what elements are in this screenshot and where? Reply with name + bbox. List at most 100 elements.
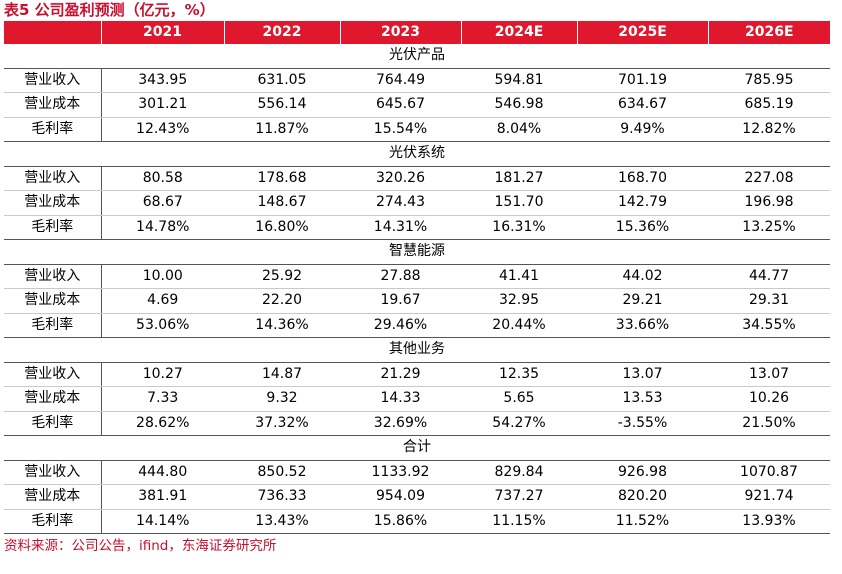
table-cell: 13.07 [708, 362, 830, 387]
table-cell: 343.95 [101, 68, 224, 93]
table-cell: 14.31% [340, 215, 461, 240]
table-cell: 168.70 [577, 166, 708, 191]
header-year: 2021 [100, 21, 224, 44]
table-cell: 14.36% [224, 313, 340, 338]
table-cell: 27.88 [340, 264, 461, 289]
table-cell: 37.32% [224, 411, 340, 436]
table-row: 毛利率 53.06% 14.36% 29.46% 20.44% 33.66% 34.55% [4, 313, 830, 338]
table-cell: 13.43% [224, 509, 340, 534]
section-header-row: 其他业务 [4, 337, 830, 363]
table-cell: 10.26 [708, 386, 830, 412]
table-cell: 9.49% [577, 117, 708, 142]
table-cell: 13.07 [577, 362, 708, 387]
table-cell: 16.80% [224, 215, 340, 240]
table-cell: 546.98 [461, 92, 577, 118]
table-cell: 32.69% [340, 411, 461, 436]
table-cell: 685.19 [708, 92, 830, 118]
table-cell: 645.67 [340, 92, 461, 118]
header-year: 2023 [339, 21, 461, 44]
table-cell: 13.93% [708, 509, 830, 534]
section-title: 光伏产品 [4, 44, 830, 69]
table-cell: 32.95 [461, 288, 577, 314]
table-cell: 926.98 [577, 460, 708, 485]
table-row: 营业成本 381.91 736.33 954.09 737.27 820.20 921.74 [4, 484, 830, 510]
table-row: 营业成本 7.33 9.32 14.33 5.65 13.53 10.26 [4, 386, 830, 412]
table-cell: 5.65 [461, 386, 577, 412]
row-label: 营业成本 [4, 288, 102, 314]
table-cell: 227.08 [708, 166, 830, 191]
table-cell: 11.87% [224, 117, 340, 142]
table-cell: 29.46% [340, 313, 461, 338]
section-header-row: 光伏产品 [4, 44, 830, 69]
table-cell: 556.14 [224, 92, 340, 118]
table-cell: 148.67 [224, 190, 340, 216]
table-cell: 8.04% [461, 117, 577, 142]
table-cell: 9.32 [224, 386, 340, 412]
row-label: 营业成本 [4, 386, 102, 412]
table-cell: 15.36% [577, 215, 708, 240]
section-title: 光伏系统 [4, 141, 830, 167]
table-cell: 14.78% [101, 215, 224, 240]
table-row: 毛利率 12.43% 11.87% 15.54% 8.04% 9.49% 12.82% [4, 117, 830, 142]
table-cell: 21.29 [340, 362, 461, 387]
row-label: 营业收入 [4, 460, 102, 485]
table-cell: 33.66% [577, 313, 708, 338]
table-cell: 829.84 [461, 460, 577, 485]
table-cell: 7.33 [101, 386, 224, 412]
section-title: 合计 [4, 435, 830, 461]
table-cell: 381.91 [101, 484, 224, 510]
table-cell: 12.35 [461, 362, 577, 387]
table-cell: 11.15% [461, 509, 577, 534]
header-year: 2024E [460, 21, 577, 44]
table-cell: 29.31 [708, 288, 830, 314]
table-cell: 21.50% [708, 411, 830, 436]
table-cell: 4.69 [101, 288, 224, 314]
table-cell: 15.54% [340, 117, 461, 142]
table-cell: 820.20 [577, 484, 708, 510]
row-label: 营业成本 [4, 484, 102, 510]
table-cell: 151.70 [461, 190, 577, 216]
row-label: 毛利率 [4, 215, 102, 240]
table-cell: 22.20 [224, 288, 340, 314]
table-cell: 53.06% [101, 313, 224, 338]
row-label: 营业成本 [4, 92, 102, 118]
row-label: 营业收入 [4, 264, 102, 289]
table-cell: 701.19 [577, 68, 708, 93]
table-cell: 142.79 [577, 190, 708, 216]
section-header-row: 合计 [4, 435, 830, 461]
table-cell: 11.52% [577, 509, 708, 534]
table-cell: 1070.87 [708, 460, 830, 485]
table-cell: 14.87 [224, 362, 340, 387]
row-label: 营业成本 [4, 190, 102, 216]
table-cell: 44.02 [577, 264, 708, 289]
table-cell: 44.77 [708, 264, 830, 289]
table-cell: 13.53 [577, 386, 708, 412]
table-row: 营业收入 80.58 178.68 320.26 181.27 168.70 227.08 [4, 166, 830, 191]
table-cell: 178.68 [224, 166, 340, 191]
row-label: 毛利率 [4, 313, 102, 338]
table-cell: 196.98 [708, 190, 830, 216]
header-corner [4, 21, 101, 44]
table-cell: -3.55% [577, 411, 708, 436]
row-label: 营业收入 [4, 362, 102, 387]
table-cell: 16.31% [461, 215, 577, 240]
header-year: 2026E [707, 21, 830, 44]
table-cell: 13.25% [708, 215, 830, 240]
table-cell: 274.43 [340, 190, 461, 216]
table-cell: 68.67 [101, 190, 224, 216]
table-cell: 634.67 [577, 92, 708, 118]
table-cell: 444.80 [101, 460, 224, 485]
profit-forecast-table: 2021 2022 2023 2024E 2025E 2026E 光伏产品 营业收… [4, 21, 830, 534]
section-header-row: 光伏系统 [4, 141, 830, 167]
table-row: 毛利率 14.14% 13.43% 15.86% 11.15% 11.52% 13.93% [4, 509, 830, 534]
table-cell: 12.82% [708, 117, 830, 142]
table-title: 表5 公司盈利预测（亿元，%） [4, 1, 215, 19]
table-body: 光伏产品 营业收入 343.95 631.05 764.49 594.81 701.19 78… [4, 44, 830, 534]
table-cell: 736.33 [224, 484, 340, 510]
table-row: 营业收入 10.00 25.92 27.88 41.41 44.02 44.77 [4, 264, 830, 289]
source-note: 资料来源：公司公告，ifind，东海证券研究所 [4, 538, 277, 554]
table-cell: 80.58 [101, 166, 224, 191]
table-cell: 181.27 [461, 166, 577, 191]
table-cell: 15.86% [340, 509, 461, 534]
